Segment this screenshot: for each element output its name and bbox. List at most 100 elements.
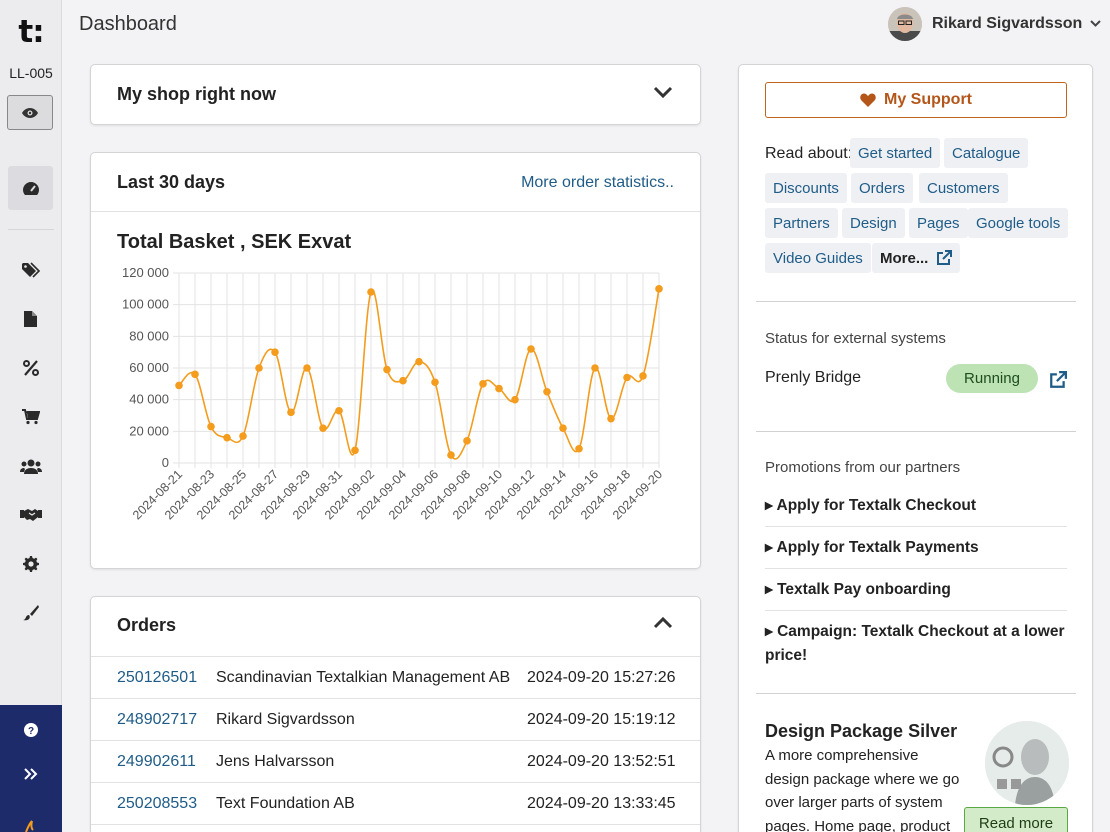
sidebar-item-discounts[interactable] bbox=[8, 346, 53, 390]
avatar bbox=[888, 7, 922, 41]
order-customer: Text Foundation AB bbox=[216, 795, 355, 812]
data-point bbox=[239, 432, 247, 440]
table-row[interactable]: 248902717 Rikard Sigvardsson 2024-09-20 … bbox=[91, 698, 700, 740]
card-divider bbox=[91, 211, 700, 212]
chip-partners[interactable]: Partners bbox=[765, 208, 838, 238]
promo-item[interactable]: ▸ Apply for Textalk Payments bbox=[765, 539, 979, 556]
chip-design[interactable]: Design bbox=[842, 208, 905, 238]
data-point bbox=[191, 370, 199, 379]
data-point bbox=[399, 376, 407, 385]
order-date: 2024-09-20 15:27:26 bbox=[527, 669, 676, 686]
chart-title: Total Basket , SEK Exvat bbox=[117, 231, 352, 253]
shop-code: LL-005 bbox=[9, 65, 53, 81]
y-tick-label: 40 000 bbox=[129, 392, 169, 407]
external-link-icon[interactable] bbox=[1049, 371, 1067, 389]
data-point bbox=[319, 424, 327, 432]
order-customer: Rikard Sigvardsson bbox=[216, 711, 355, 728]
user-name: Rikard Sigvardsson bbox=[932, 15, 1083, 32]
table-row[interactable]: 250208553 Text Foundation AB 2024-09-20 … bbox=[91, 782, 700, 824]
chip-discounts[interactable]: Discounts bbox=[765, 173, 847, 203]
user-menu[interactable]: Rikard Sigvardsson bbox=[888, 6, 1101, 42]
sidebar-item-dashboard[interactable] bbox=[8, 166, 53, 210]
series-line bbox=[178, 288, 660, 460]
chip-google-tools[interactable]: Google tools bbox=[968, 208, 1069, 238]
stats-card: Last 30 days More order statistics.. Tot… bbox=[90, 152, 701, 569]
y-tick-label: 60 000 bbox=[129, 360, 169, 375]
order-id-link[interactable]: 250126501 bbox=[117, 669, 198, 686]
chip-video-guides[interactable]: Video Guides bbox=[765, 243, 871, 273]
data-point bbox=[287, 408, 295, 417]
design-package-image bbox=[985, 721, 1069, 805]
order-id-link[interactable]: 249902611 bbox=[117, 753, 196, 770]
handshake-icon bbox=[19, 509, 42, 521]
help-button[interactable]: ? bbox=[8, 708, 53, 752]
promo-item[interactable]: ▸ Textalk Pay onboarding bbox=[765, 581, 951, 598]
data-point bbox=[223, 433, 231, 442]
more-guides-link[interactable]: More... bbox=[872, 243, 961, 273]
promo-item[interactable]: ▸ Apply for Textalk Checkout bbox=[765, 497, 977, 514]
chip-customers[interactable]: Customers bbox=[919, 173, 1008, 203]
preview-shop-button[interactable] bbox=[7, 95, 53, 130]
table-row[interactable]: 249902611 Jens Halvarsson 2024-09-20 13:… bbox=[91, 740, 700, 782]
promo-label: Campaign: Textalk Checkout at a lower pr… bbox=[765, 623, 1065, 664]
chip-catalogue[interactable]: Catalogue bbox=[944, 138, 1029, 168]
dashboard-gauge-icon bbox=[22, 182, 39, 195]
promo-label: Textalk Pay onboarding bbox=[777, 581, 951, 598]
data-point bbox=[447, 451, 455, 459]
data-point bbox=[175, 381, 183, 390]
data-point bbox=[255, 364, 263, 372]
sidebar-item-orders[interactable] bbox=[8, 395, 53, 439]
chevron-up-icon[interactable] bbox=[653, 615, 673, 629]
sidebar-item-products[interactable] bbox=[8, 248, 53, 292]
my-support-label: My Support bbox=[884, 91, 972, 108]
data-point bbox=[431, 378, 439, 387]
sidebar-item-settings[interactable] bbox=[8, 542, 53, 586]
data-point bbox=[271, 348, 279, 356]
eye-icon bbox=[22, 107, 38, 118]
sidebar-item-pages[interactable] bbox=[8, 297, 53, 341]
sidebar-item-partners[interactable] bbox=[8, 493, 53, 537]
orders-title: Orders bbox=[117, 615, 177, 635]
design-package-text: A more comprehensive design package wher… bbox=[765, 747, 960, 832]
table-row[interactable]: 250126501 Scandinavian Textalkian Manage… bbox=[91, 656, 700, 698]
page-title: Dashboard bbox=[79, 13, 177, 35]
external-systems-title: Status for external systems bbox=[765, 330, 946, 347]
data-point bbox=[415, 357, 423, 366]
support-panel: My Support Read about: Get started Catal… bbox=[738, 64, 1093, 832]
file-icon bbox=[24, 311, 37, 327]
chip-orders[interactable]: Orders bbox=[851, 173, 913, 203]
signature-icon bbox=[24, 819, 38, 832]
data-point bbox=[655, 285, 663, 293]
promo-divider bbox=[765, 610, 1067, 611]
chevron-down-icon[interactable] bbox=[653, 86, 673, 100]
order-date: 2024-09-20 13:33:45 bbox=[527, 795, 676, 812]
order-id-link[interactable]: 250208553 bbox=[117, 795, 198, 812]
data-point bbox=[559, 424, 567, 432]
data-point bbox=[495, 384, 503, 393]
chip-pages[interactable]: Pages bbox=[909, 208, 968, 238]
data-point bbox=[463, 437, 471, 445]
sidebar-bottom: ? bbox=[0, 705, 62, 832]
chip-get-started[interactable]: Get started bbox=[850, 138, 941, 168]
sidebar-item-customers[interactable] bbox=[8, 444, 53, 488]
data-point bbox=[351, 446, 359, 455]
external-link-icon bbox=[937, 250, 953, 265]
order-id-link[interactable]: 248902717 bbox=[117, 711, 198, 728]
read-more-button[interactable]: Read more bbox=[964, 807, 1068, 832]
my-support-button[interactable]: My Support bbox=[765, 82, 1067, 118]
data-point bbox=[607, 414, 615, 423]
expand-icon bbox=[23, 768, 37, 780]
textalk-logo[interactable]: t: bbox=[18, 14, 44, 50]
row-divider bbox=[91, 824, 700, 825]
stats-title: Last 30 days bbox=[117, 172, 226, 192]
read-about-label: Read about: bbox=[765, 145, 853, 162]
promo-item[interactable]: ▸ Campaign: Textalk Checkout at a lower … bbox=[765, 623, 1065, 664]
expand-sidebar-button[interactable] bbox=[8, 752, 53, 796]
data-point bbox=[383, 365, 391, 374]
data-point bbox=[303, 364, 311, 372]
y-tick-label: 0 bbox=[162, 455, 169, 470]
more-order-statistics-link[interactable]: More order statistics.. bbox=[521, 174, 674, 191]
users-icon bbox=[19, 459, 42, 474]
sidebar-item-design[interactable] bbox=[8, 591, 53, 635]
